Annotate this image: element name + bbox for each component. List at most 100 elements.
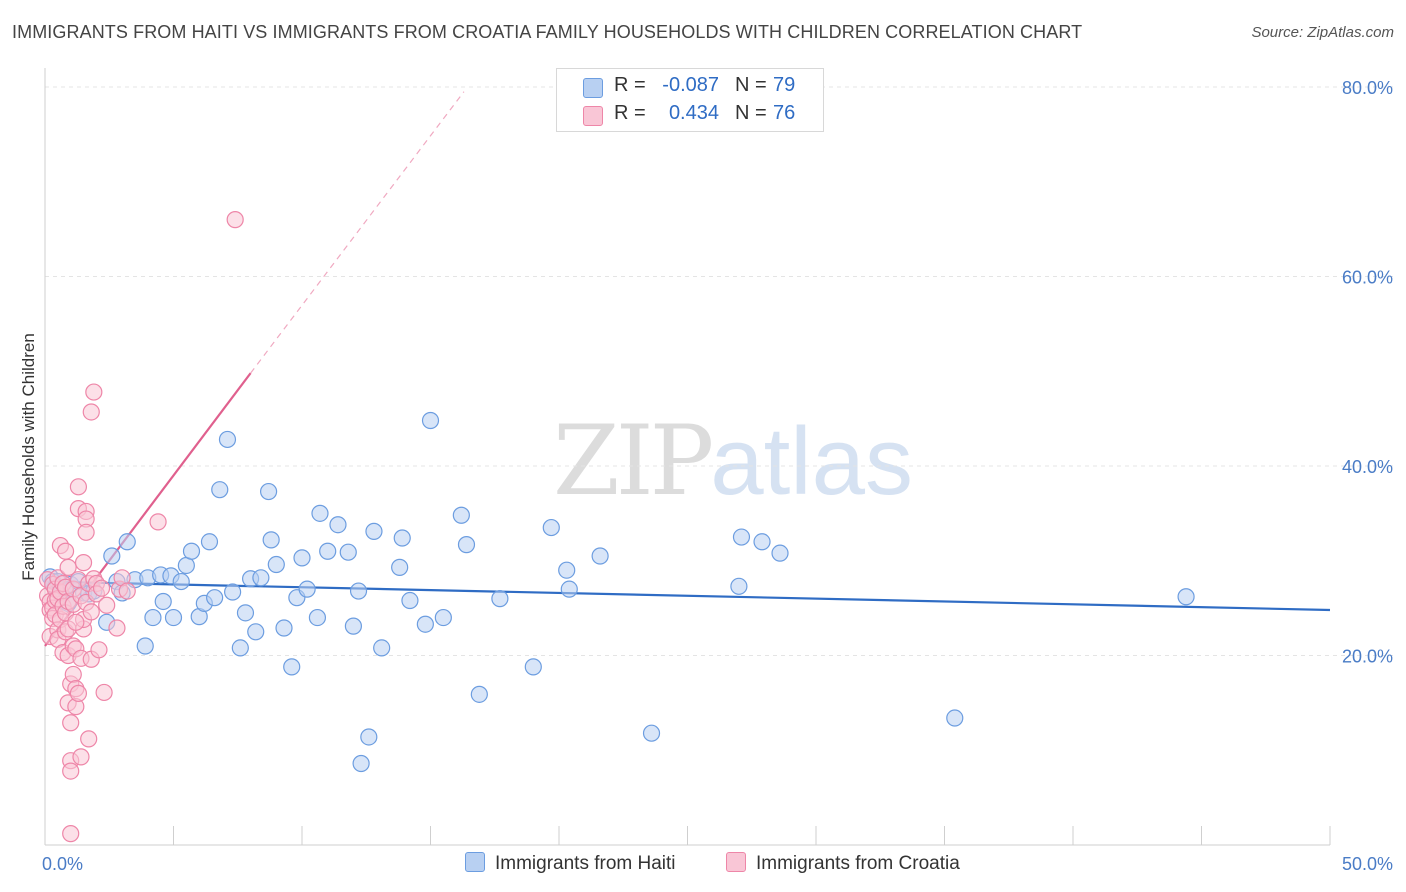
source-credit: Source: ZipAtlas.com xyxy=(1251,24,1394,41)
croatia-legend-swatch xyxy=(726,852,746,872)
y-tick-label: 60.0% xyxy=(1342,267,1393,287)
data-point xyxy=(542,518,560,537)
data-point xyxy=(491,590,509,608)
data-point xyxy=(560,580,578,598)
data-point xyxy=(391,558,409,576)
data-point xyxy=(62,825,80,843)
trend-lines xyxy=(44,91,1331,647)
series-legend-haiti: Immigrants from Haiti xyxy=(465,852,676,875)
haiti-swatch xyxy=(583,78,603,98)
y-axis-title: Family Households with Children xyxy=(19,333,38,581)
data-point xyxy=(298,580,316,598)
data-point xyxy=(144,608,162,627)
y-tick-label: 40.0% xyxy=(1342,457,1393,477)
data-point xyxy=(642,724,661,742)
data-point xyxy=(69,684,88,702)
watermark-zip: ZIP xyxy=(553,405,714,517)
legend-n-value: 79 xyxy=(773,74,796,96)
data-point xyxy=(64,665,82,684)
haiti-legend-swatch xyxy=(465,852,485,872)
data-point xyxy=(62,714,80,732)
data-point xyxy=(182,542,201,560)
data-point xyxy=(136,637,154,655)
data-point xyxy=(164,608,183,627)
data-point xyxy=(365,522,383,540)
y-tick-label: 20.0% xyxy=(1342,646,1393,666)
croatia-points xyxy=(38,211,244,843)
data-point xyxy=(67,613,85,631)
data-point xyxy=(275,619,293,637)
data-point xyxy=(344,617,362,635)
data-point xyxy=(154,592,172,611)
data-point xyxy=(59,558,77,576)
legend-r-label: R = xyxy=(614,102,646,124)
data-point xyxy=(457,536,476,554)
data-point xyxy=(82,603,100,621)
data-point xyxy=(118,533,136,551)
data-point xyxy=(524,658,542,676)
data-point xyxy=(393,529,411,547)
axes xyxy=(44,68,1331,846)
data-point xyxy=(226,211,244,229)
legend-row-croatia: R = 0.434 N = 76 xyxy=(557,100,823,128)
data-point xyxy=(470,685,488,703)
data-point xyxy=(149,513,167,531)
data-point xyxy=(172,572,190,591)
data-point xyxy=(452,506,470,524)
data-point xyxy=(103,547,121,565)
data-point xyxy=(311,504,329,522)
data-point xyxy=(558,561,576,579)
croatia-swatch xyxy=(583,106,603,126)
correlation-legend: R = -0.087 N = 79 R = 0.434 N = 76 xyxy=(556,68,824,132)
data-point xyxy=(730,577,748,595)
data-point xyxy=(118,582,136,600)
legend-n-label: N = xyxy=(735,74,767,96)
x-tick-label-max: 50.0% xyxy=(1342,854,1393,874)
data-point xyxy=(90,641,108,659)
data-point xyxy=(82,403,100,421)
data-point xyxy=(108,619,126,637)
data-point xyxy=(753,533,771,551)
data-point xyxy=(231,639,249,657)
gridlines xyxy=(45,86,1394,656)
data-point xyxy=(218,430,237,449)
data-point xyxy=(329,516,347,534)
x-tick-label-min: 0.0% xyxy=(42,854,83,874)
data-point xyxy=(434,608,452,627)
trend-line-extension-1 xyxy=(250,91,465,374)
data-point xyxy=(591,547,609,565)
data-point xyxy=(373,639,391,657)
data-point xyxy=(236,604,255,622)
data-point xyxy=(224,583,242,601)
data-point xyxy=(252,569,270,587)
legend-r-value: -0.087 xyxy=(662,74,719,96)
data-point xyxy=(293,549,311,567)
data-point xyxy=(352,754,370,773)
data-point xyxy=(349,582,368,600)
data-point xyxy=(206,589,224,607)
data-point xyxy=(308,608,327,627)
legend-n-value: 76 xyxy=(773,102,796,124)
data-point xyxy=(421,411,440,430)
croatia-legend-label: Immigrants from Croatia xyxy=(756,853,960,874)
data-point xyxy=(247,623,265,641)
data-point xyxy=(98,596,116,614)
series-legend-croatia: Immigrants from Croatia xyxy=(726,852,960,875)
data-point xyxy=(416,615,434,633)
data-point xyxy=(360,728,378,746)
data-point xyxy=(401,591,419,610)
data-point xyxy=(69,478,88,496)
legend-row-haiti: R = -0.087 N = 79 xyxy=(557,72,823,100)
y-tick-label: 80.0% xyxy=(1342,78,1393,98)
data-point xyxy=(1177,588,1195,606)
watermark: ZIPatlas xyxy=(553,405,913,517)
data-point xyxy=(74,554,93,572)
data-point xyxy=(77,523,95,541)
data-point xyxy=(62,762,80,780)
legend-r-value: 0.434 xyxy=(668,102,719,124)
data-point xyxy=(200,533,219,551)
data-point xyxy=(946,709,964,727)
trend-line-0 xyxy=(44,580,1331,612)
data-point xyxy=(85,383,103,401)
